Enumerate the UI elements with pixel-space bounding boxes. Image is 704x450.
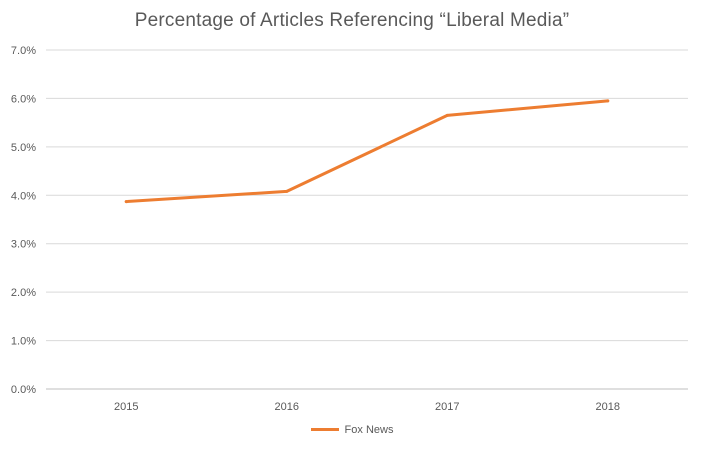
legend-swatch-fox-news bbox=[310, 427, 339, 431]
data-point bbox=[124, 200, 128, 204]
data-point bbox=[285, 189, 289, 193]
y-tick-label: 4.0% bbox=[11, 190, 36, 202]
data-point bbox=[445, 113, 449, 117]
y-tick-label: 5.0% bbox=[11, 142, 36, 154]
x-tick-label: 2016 bbox=[275, 401, 299, 413]
y-axis-ticks: 0.0% 1.0% 2.0% 3.0% 4.0% 5.0% 6.0% 7.0% bbox=[11, 45, 36, 396]
y-tick-label: 3.0% bbox=[11, 239, 36, 251]
x-tick-label: 2015 bbox=[114, 401, 138, 413]
x-tick-label: 2017 bbox=[435, 401, 459, 413]
y-tick-label: 2.0% bbox=[11, 287, 36, 299]
y-tick-label: 0.0% bbox=[11, 384, 36, 396]
y-tick-label: 6.0% bbox=[11, 93, 36, 105]
series-group bbox=[124, 99, 610, 204]
x-tick-label: 2018 bbox=[596, 401, 620, 413]
gridlines bbox=[46, 49, 688, 390]
data-point bbox=[606, 99, 610, 103]
x-axis-ticks: 2015 2016 2017 2018 bbox=[114, 401, 620, 413]
series-line-fox-news bbox=[124, 99, 610, 204]
y-tick-label: 1.0% bbox=[11, 336, 36, 348]
y-tick-label: 7.0% bbox=[11, 45, 36, 57]
chart-title: Percentage of Articles Referencing “Libe… bbox=[134, 10, 570, 31]
legend-label-fox-news: Fox News bbox=[344, 424, 394, 436]
legend: Fox News bbox=[0, 424, 704, 436]
